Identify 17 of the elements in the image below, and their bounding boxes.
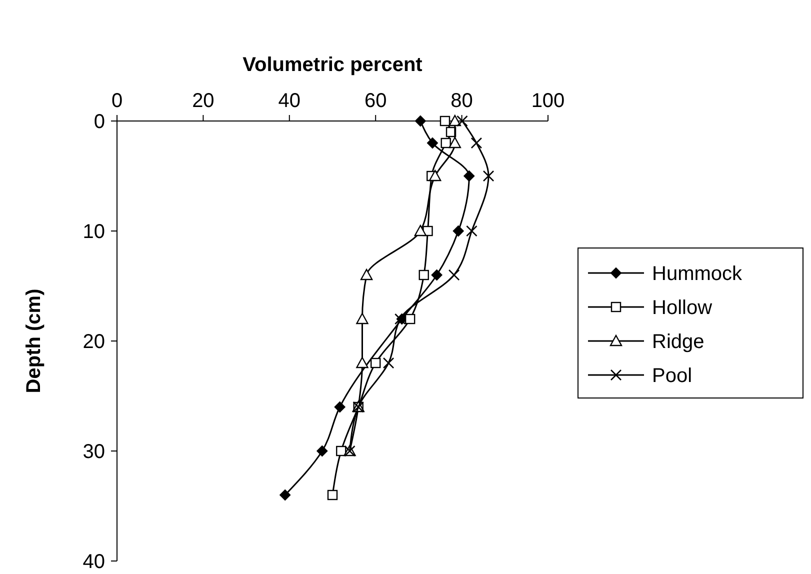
x-axis-title: Volumetric percent xyxy=(242,54,423,76)
y-tick-label: 40 xyxy=(82,551,105,573)
y-tick-label: 20 xyxy=(82,331,105,353)
x-tick-label: 0 xyxy=(111,90,123,112)
y-tick-label: 0 xyxy=(94,111,105,133)
y-tick-label: 30 xyxy=(82,441,105,463)
x-tick-label: 60 xyxy=(364,90,387,112)
legend-label: Ridge xyxy=(652,331,704,353)
y-axis-title: Depth (cm) xyxy=(23,288,45,394)
legend-label: Pool xyxy=(652,365,692,387)
legend-label: Hollow xyxy=(652,297,713,319)
x-tick-label: 40 xyxy=(278,90,301,112)
x-tick-label: 80 xyxy=(450,90,473,112)
x-tick-label: 20 xyxy=(192,90,214,112)
y-tick-label: 10 xyxy=(82,221,105,243)
x-tick-label: 100 xyxy=(531,90,565,112)
legend-label: Hummock xyxy=(652,263,744,285)
